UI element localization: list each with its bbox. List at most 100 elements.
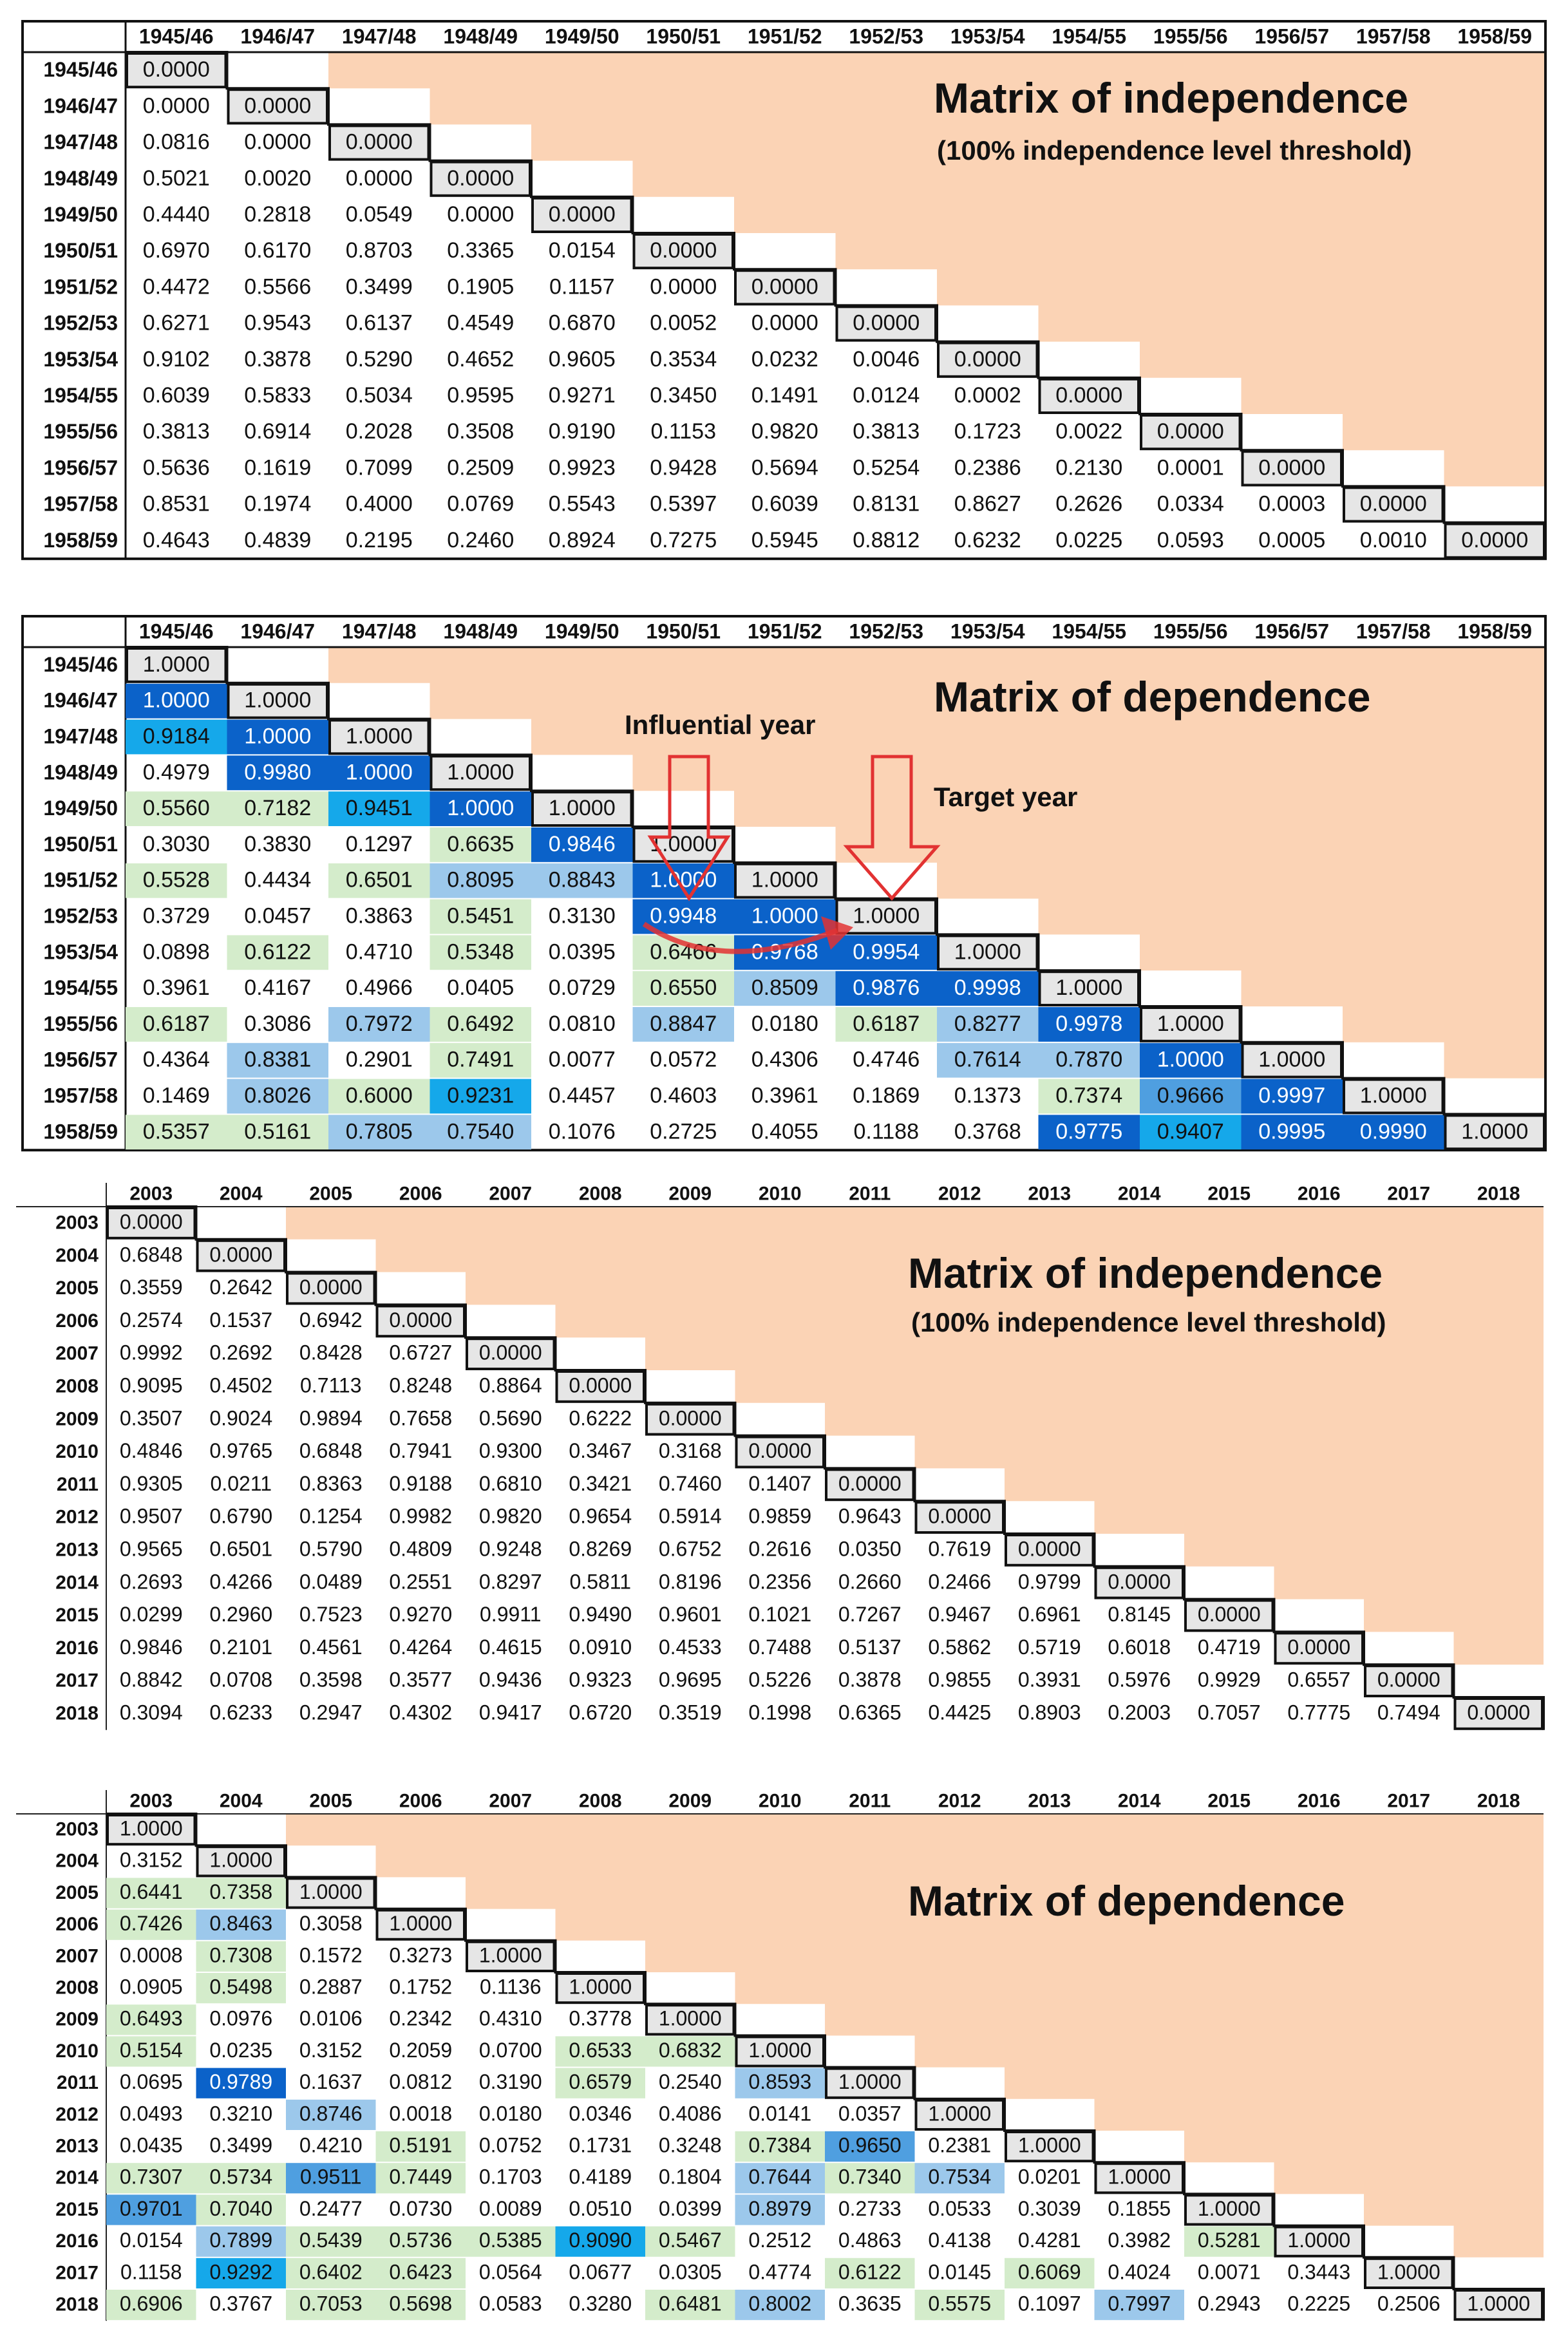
cell-shade [375,2290,466,2321]
matrix-cell: 0.0489 [299,1570,363,1593]
row-header-2018: 2018 [55,1703,99,1724]
matrix-cell: 0.1905 [447,274,514,299]
cell-shade [196,1909,286,1940]
matrix-cell: 0.9271 [549,383,616,408]
diagonal-cell [734,269,836,306]
matrix-cell: 0.0583 [479,2292,542,2315]
matrix-cell: 0.9543 [244,311,311,335]
cell-shade [1343,1115,1444,1150]
column-header-1953-54: 1953/54 [950,25,1025,48]
cell-shade [555,2226,645,2257]
matrix-cell: 1.0000 [120,1816,183,1840]
matrix-cell: 0.6501 [209,1538,272,1561]
matrix-cell: 0.6000 [346,1084,413,1108]
cell-shade [1005,2258,1095,2288]
matrix-cell: 0.0089 [479,2197,542,2220]
panel-dependence-1945: 1945/46 1946/47 1947/48 1948/49 1949/50 1950/… [0,596,1568,1156]
diagonal-cell [1453,2289,1544,2321]
matrix-cell: 0.6550 [650,976,717,1000]
matrix-cell: 0.0010 [1360,528,1427,552]
matrix-cell: 1.0000 [1055,976,1122,1000]
matrix-cell: 0.7997 [1108,2292,1171,2315]
cell-shade [328,1007,430,1042]
matrix-cell: 1.0000 [244,688,311,713]
matrix-cell: 0.3931 [1018,1668,1081,1692]
cell-shade [196,2194,286,2225]
diagonal-cell [106,1207,196,1240]
matrix-cell: 0.4055 [751,1119,818,1144]
matrix-cell: 0.0810 [549,1012,616,1036]
row-header-2015: 2015 [55,2199,99,2220]
matrix-cell: 1.0000 [1467,2292,1530,2315]
matrix-cell: 0.2460 [447,528,514,552]
column-header-2014: 2014 [1118,1183,1161,1205]
matrix-cell: 1.0000 [447,760,514,784]
matrix-cell: 0.4434 [244,868,311,892]
matrix-cell: 0.0700 [479,2039,542,2062]
matrix-cell: 0.9995 [1258,1119,1325,1144]
matrix-cell: 0.0976 [209,2007,272,2030]
diagonal-cell [1241,450,1343,487]
matrix-cell: 0.9417 [479,1701,542,1724]
cell-shade [1241,1115,1343,1150]
matrix-cell: 0.3058 [299,1912,363,1935]
matrix-cell: 0.5566 [244,274,311,299]
matrix-cell: 0.4189 [569,2165,632,2189]
matrix-cell: 1.0000 [1461,1119,1528,1144]
matrix-cell: 0.0334 [1157,492,1224,516]
cell-shade [735,2068,825,2098]
matrix-cell: 0.6170 [244,238,311,263]
matrix-cell: 0.3086 [244,1012,311,1036]
matrix-cell: 0.8924 [549,528,616,552]
matrix-cell: 0.4502 [209,1374,272,1397]
cell-shade [645,2290,735,2321]
matrix-cell: 0.0201 [1018,2165,1081,2189]
cell-shade [1140,1115,1242,1150]
matrix-cell: 0.5348 [447,939,514,964]
matrix-cell: 0.6579 [569,2070,632,2093]
column-header-2012: 2012 [938,1183,981,1205]
matrix-cell: 0.4440 [143,202,210,227]
column-header-2008: 2008 [579,1183,622,1205]
matrix-cell: 0.0000 [447,166,514,191]
cell-shade [430,1042,531,1078]
row-header-1947-48: 1947/48 [43,131,118,154]
cell-shade [196,1941,286,1972]
matrix-cell: 0.9859 [748,1505,811,1528]
cell-shade [126,1007,227,1042]
matrix-cell: 0.9820 [479,1505,542,1528]
row-header-2018: 2018 [55,2294,99,2315]
matrix-cell: 0.3030 [143,832,210,856]
matrix-cell: 0.5811 [570,1570,632,1593]
matrix-cell: 0.5698 [389,2292,452,2315]
matrix-cell: 0.3768 [954,1119,1021,1144]
matrix-cell: 0.2381 [928,2133,991,2156]
matrix-cell: 0.7619 [928,1538,991,1561]
matrix-cell: 0.5281 [1198,2229,1261,2252]
matrix-cell: 0.6365 [838,1701,902,1724]
cell-shade [735,2131,825,2162]
row-header-2008: 2008 [55,1376,99,1397]
matrix-cell: 0.5397 [650,492,717,516]
cell-shade [735,2163,825,2194]
cell-shade [1038,1042,1140,1078]
matrix-cell: 0.9300 [479,1439,542,1462]
annotation-influential-year: Influential year [625,710,815,740]
matrix-cell: 0.6810 [479,1472,542,1495]
diagonal-cell [1364,2257,1454,2289]
column-header-1952-53: 1952/53 [849,620,923,643]
matrix-cell: 0.8145 [1108,1603,1171,1626]
matrix-cell: 0.1021 [748,1603,811,1626]
cell-shade [196,2163,286,2194]
matrix-cell: 0.7494 [1377,1701,1440,1724]
matrix-cell: 0.0000 [549,202,616,227]
matrix-cell: 0.5254 [853,455,920,480]
column-header-1946-47: 1946/47 [240,25,315,48]
matrix-cell: 0.0180 [751,1012,818,1036]
matrix-cell: 0.3534 [650,347,717,372]
matrix-cell: 0.3450 [650,383,717,408]
matrix-cell: 0.8843 [549,868,616,892]
matrix-cell: 0.5137 [838,1636,902,1659]
matrix-cell: 0.9954 [853,939,920,964]
matrix-cell: 0.9090 [569,2229,632,2252]
